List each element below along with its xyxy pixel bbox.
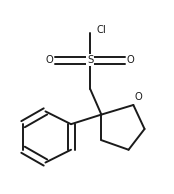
Text: O: O xyxy=(127,55,135,65)
Text: Cl: Cl xyxy=(97,25,106,35)
Text: O: O xyxy=(135,92,143,102)
Text: S: S xyxy=(87,55,93,65)
Text: O: O xyxy=(46,55,53,65)
